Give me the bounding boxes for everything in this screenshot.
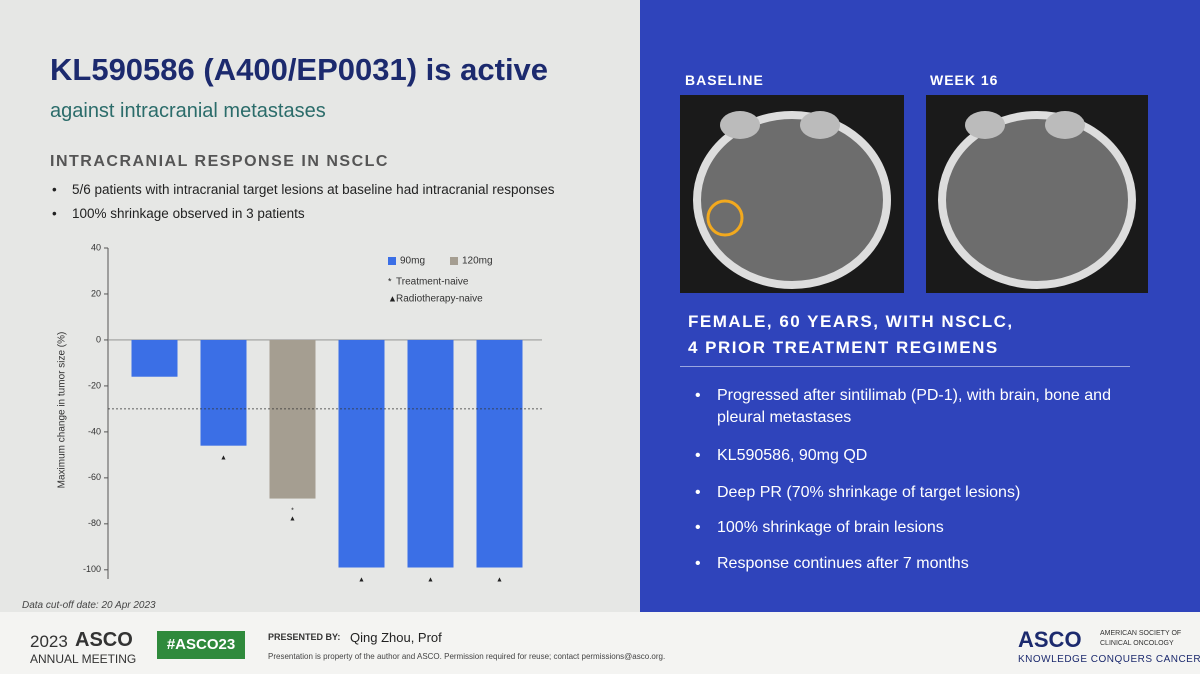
- subtitle: against intracranial metastases: [50, 100, 326, 122]
- y-tick-label: 20: [91, 288, 101, 298]
- image-label: BASELINE: [685, 72, 764, 88]
- bar: [131, 339, 178, 377]
- case-bullet: Response continues after 7 months: [695, 553, 1117, 575]
- bar-marker: ▲: [427, 576, 434, 583]
- footer-brand: ASCO: [75, 629, 133, 651]
- ct-images: [680, 95, 1148, 293]
- legend-label: Radiotherapy-naive: [396, 294, 483, 305]
- case-heading: FEMALE, 60 YEARS, WITH NSCLC,: [688, 312, 1014, 331]
- hashtag: #ASCO23: [157, 631, 245, 659]
- footer-year: 2023: [30, 632, 68, 651]
- legend-swatch: [450, 257, 458, 265]
- case-heading: 4 PRIOR TREATMENT REGIMENS: [688, 338, 999, 357]
- bar: [407, 339, 454, 568]
- divider: [680, 366, 1130, 367]
- case-bullet: Deep PR (70% shrinkage of target lesions…: [695, 482, 1117, 504]
- legend-symbol: *: [388, 276, 392, 286]
- y-tick-label: -100: [83, 564, 101, 574]
- bar: [338, 339, 385, 568]
- bar: [476, 339, 523, 568]
- bar-marker: ▲: [289, 515, 296, 522]
- bullet: 5/6 patients with intracranial target le…: [52, 182, 555, 197]
- presented-by: PRESENTED BY:: [268, 632, 341, 642]
- tagline: KNOWLEDGE CONQUERS CANCER: [1018, 654, 1200, 665]
- section-heading: INTRACRANIAL RESPONSE IN NSCLC: [50, 153, 389, 170]
- case-bullet: 100% shrinkage of brain lesions: [695, 517, 1117, 539]
- y-tick-label: -80: [88, 518, 101, 528]
- image-label: WEEK 16: [930, 72, 999, 88]
- legend-symbol: ▲: [388, 293, 397, 303]
- org-name: CLINICAL ONCOLOGY: [1100, 640, 1174, 647]
- y-tick-label: 0: [96, 334, 101, 344]
- case-bullet: Progressed after sintilimab (PD-1), with…: [695, 385, 1117, 429]
- y-tick-label: -40: [88, 426, 101, 436]
- y-tick-label: 40: [91, 242, 101, 252]
- case-bullet: KL590586, 90mg QD: [695, 445, 1117, 467]
- bar-marker: ▲: [496, 576, 503, 583]
- presenter: Qing Zhou, Prof: [350, 630, 442, 645]
- bar-marker: ▲: [358, 576, 365, 583]
- legend-swatch: [388, 257, 396, 265]
- bar-marker: ▲: [220, 455, 227, 462]
- bar: [200, 339, 247, 446]
- bar-marker: *: [291, 507, 294, 514]
- title: KL590586 (A400/EP0031) is active: [50, 52, 549, 87]
- footer-meeting: ANNUAL MEETING: [30, 652, 137, 666]
- y-axis-label: Maximum change in tumor size (%): [57, 332, 68, 489]
- legend-label: 120mg: [462, 256, 493, 267]
- org-name: AMERICAN SOCIETY OF: [1100, 630, 1182, 637]
- left-panel: [0, 0, 640, 612]
- chart: Maximum change in tumor size (%) 40 20 0 -2…: [57, 242, 542, 583]
- y-tick-label: -20: [88, 380, 101, 390]
- notice: Presentation is property of the author a…: [268, 652, 666, 661]
- legend-label: 90mg: [400, 256, 425, 267]
- org-logo: ASCO: [1018, 627, 1082, 652]
- bar: [269, 339, 316, 499]
- y-tick-label: -60: [88, 472, 101, 482]
- cutoff-note: Data cut-off date: 20 Apr 2023: [22, 600, 156, 611]
- bullet: 100% shrinkage observed in 3 patients: [52, 206, 305, 221]
- legend-label: Treatment-naive: [396, 277, 469, 288]
